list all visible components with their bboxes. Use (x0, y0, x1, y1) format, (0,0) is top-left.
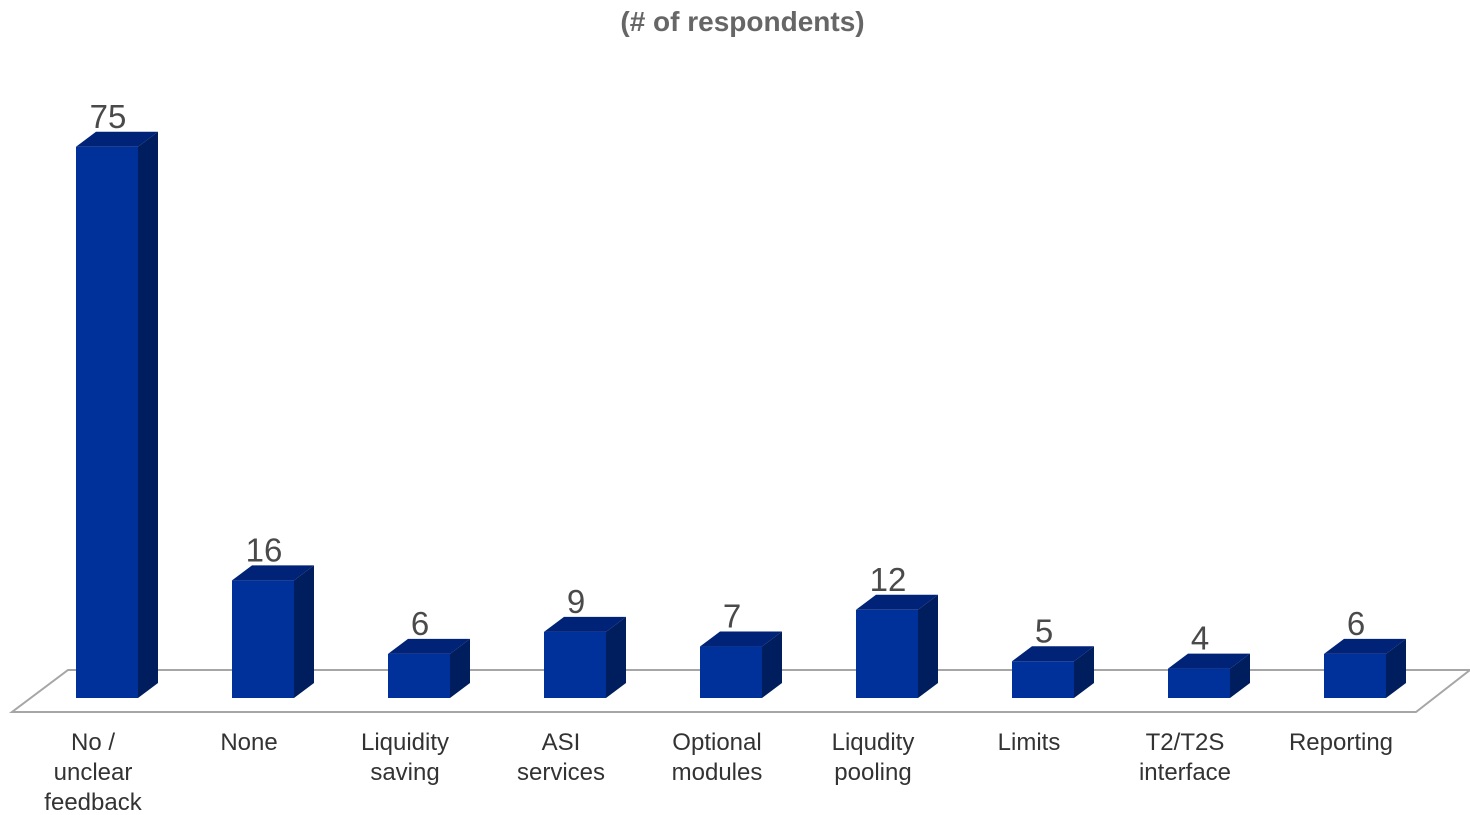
data-label: 6 (411, 605, 429, 642)
bar-top (232, 565, 314, 581)
bar-front (544, 631, 606, 698)
bar (1012, 646, 1094, 698)
bar-front (856, 609, 918, 698)
bar (1168, 653, 1250, 698)
category-label-line: Liqudity (832, 729, 915, 756)
bar-side (294, 565, 314, 698)
bar-side (450, 638, 470, 698)
category-label: ASI services (517, 729, 605, 786)
bar-side (606, 616, 626, 698)
bar-front (1324, 653, 1386, 698)
bar-top (856, 594, 938, 610)
bar-top (544, 616, 626, 632)
category-label: T2/T2S interface (1139, 729, 1231, 786)
category-label-line: unclear (54, 759, 133, 786)
category-label-line: ASI (542, 729, 581, 756)
data-label: 9 (567, 583, 585, 620)
category-label-line: modules (672, 759, 763, 786)
category-label: Reporting (1289, 729, 1393, 756)
category-label-line: Reporting (1289, 729, 1393, 756)
bar-side (1074, 646, 1094, 698)
category-label-line: T2/T2S (1146, 729, 1225, 756)
category-label-line: feedback (44, 789, 142, 815)
category-label: Limits (998, 729, 1061, 756)
data-label: 6 (1347, 605, 1365, 642)
category-label-line: pooling (834, 759, 911, 786)
data-label: 75 (90, 98, 127, 135)
data-label: 16 (246, 531, 283, 568)
chart-title: (# of respondents) (620, 6, 865, 37)
category-label: No / unclear feedback (44, 729, 142, 815)
category-label-line: interface (1139, 759, 1231, 786)
bar (388, 638, 470, 698)
chart-floor (9, 669, 1470, 713)
data-label: 7 (723, 598, 741, 635)
category-label-line: services (517, 759, 605, 786)
bar (76, 131, 158, 698)
bar-side (918, 594, 938, 698)
bar (232, 565, 314, 698)
data-label: 12 (870, 561, 907, 598)
bar-top (700, 631, 782, 647)
bar-front (388, 653, 450, 698)
data-label: 4 (1191, 620, 1209, 657)
bar-top (1168, 653, 1250, 669)
category-label: Liqudity pooling (832, 729, 915, 786)
bar (856, 594, 938, 698)
bar-top (388, 638, 470, 654)
category-label-line: Optional (672, 729, 761, 756)
bar-side (1386, 638, 1406, 698)
category-label-line: None (220, 729, 277, 756)
bar-side (1230, 653, 1250, 698)
bar-top (76, 131, 158, 147)
bar (544, 616, 626, 698)
bar-front (76, 146, 138, 698)
category-label: None (220, 729, 277, 756)
bar (700, 631, 782, 698)
category-label-line: Liquidity (361, 729, 449, 756)
bar-front (1012, 661, 1074, 698)
category-label-line: No / (71, 729, 115, 756)
category-label-line: Limits (998, 729, 1061, 756)
category-label: Liquidity saving (361, 729, 449, 786)
category-label-line: saving (370, 759, 439, 786)
bar-front (700, 646, 762, 698)
bar-front (232, 580, 294, 698)
bar-side (762, 631, 782, 698)
bar-top (1324, 638, 1406, 654)
category-label: Optional modules (672, 729, 763, 786)
bar (1324, 638, 1406, 698)
bar-front (1168, 668, 1230, 698)
bar-side (138, 131, 158, 698)
bar-top (1012, 646, 1094, 662)
data-label: 5 (1035, 612, 1053, 649)
